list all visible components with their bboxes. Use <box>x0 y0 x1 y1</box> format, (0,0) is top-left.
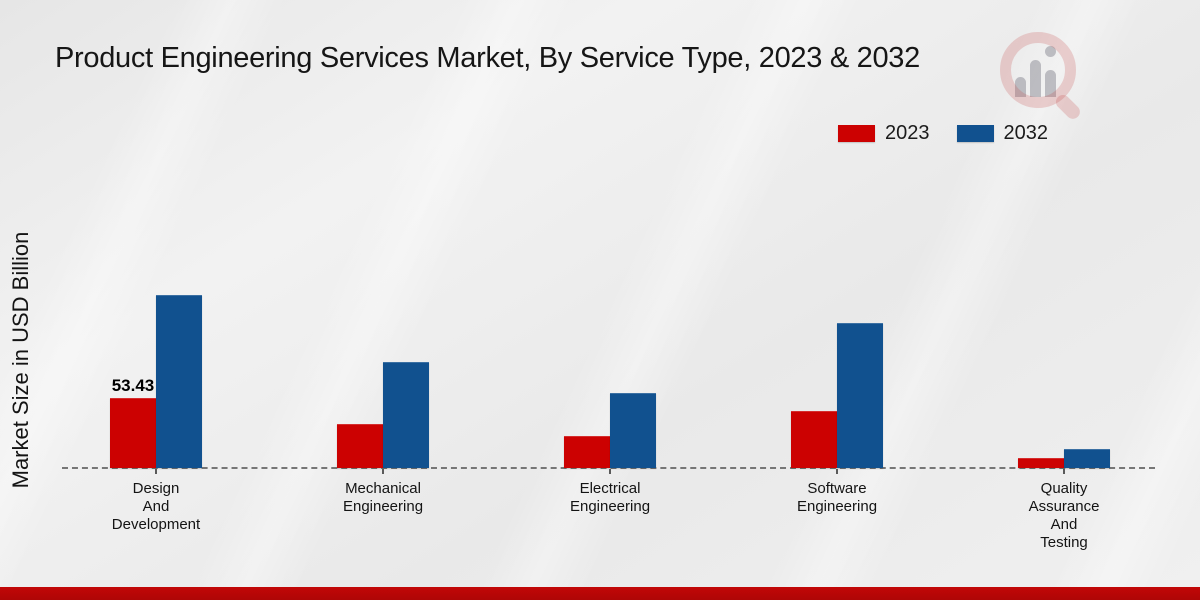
magnifier-ring-icon <box>1000 32 1076 108</box>
legend-label-2023: 2023 <box>885 122 930 144</box>
x-axis-label-5: Quality Assurance And Testing <box>1028 480 1100 551</box>
magnifier-handle-icon <box>1053 92 1083 122</box>
x-axis-tick <box>1063 469 1065 474</box>
legend-item-2032: 2032 <box>956 122 1049 145</box>
x-axis-tick <box>382 469 384 474</box>
y-axis-label: Market Size in USD Billion <box>8 231 33 489</box>
x-axis-baseline <box>62 467 1155 469</box>
legend-label-2032: 2032 <box>1003 122 1049 144</box>
bar-2023-5 <box>1018 458 1064 468</box>
x-axis-label-1: Design And Development <box>111 480 201 533</box>
bar-2023-2 <box>337 424 383 468</box>
x-axis-tick <box>836 469 838 474</box>
bar-2032-1 <box>156 295 202 468</box>
magnifier-bar-chart-logo-icon <box>998 30 1086 122</box>
x-axis-tick <box>609 469 611 474</box>
x-axis-label-4: Software Engineering <box>796 480 878 515</box>
x-axis-tick <box>155 469 157 474</box>
bar-2032-3 <box>610 393 656 468</box>
legend: 2023 2032 <box>838 122 1048 145</box>
bar-2032-2 <box>383 362 429 468</box>
bottom-accent-strip <box>0 587 1200 600</box>
chart-title: Product Engineering Services Market, By … <box>55 42 920 74</box>
bar-value-label: 53.43 <box>111 376 155 395</box>
x-axis-label-2: Mechanical Engineering <box>342 480 424 515</box>
bar-2023-3 <box>564 436 610 468</box>
legend-swatch-2032 <box>956 125 994 142</box>
bar-2032-4 <box>837 323 883 468</box>
bar-2032-5 <box>1064 449 1110 468</box>
bar-2023-1 <box>110 398 156 468</box>
legend-swatch-2023 <box>838 125 875 142</box>
x-axis-label-3: Electrical Engineering <box>569 480 651 515</box>
legend-item-2023: 2023 <box>838 122 930 145</box>
bar-2023-4 <box>791 411 837 468</box>
